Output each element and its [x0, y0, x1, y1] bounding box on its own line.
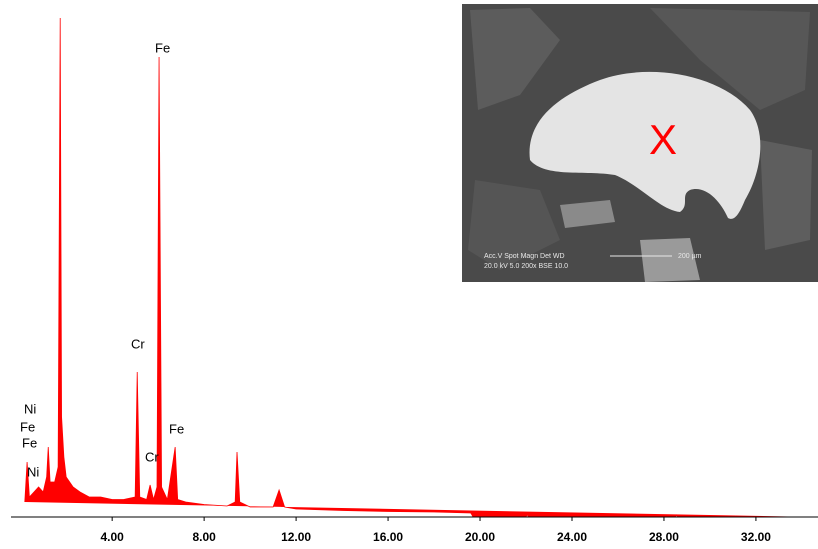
- grain: [560, 200, 615, 228]
- x-tick-label: 28.00: [649, 530, 679, 544]
- grain: [470, 8, 560, 110]
- peak-label: Ni: [27, 464, 39, 479]
- x-tick-label: 12.00: [281, 530, 311, 544]
- peak-label: Fe: [155, 40, 170, 55]
- grain: [650, 8, 810, 110]
- x-tick-label: 32.00: [741, 530, 771, 544]
- x-tick-label: 8.00: [192, 530, 216, 544]
- spectrum: [24, 17, 814, 518]
- peak-label: Cr: [131, 336, 145, 351]
- particle: [529, 71, 761, 219]
- info-text: Acc.V Spot Magn Det WD: [484, 253, 565, 260]
- grain: [640, 238, 700, 282]
- sem-image: X Acc.V Spot Magn Det WD 20.0 kV 5.0 200…: [462, 4, 818, 282]
- marker-label: X: [649, 116, 677, 163]
- grain: [760, 140, 812, 250]
- x-tick-label: 24.00: [557, 530, 587, 544]
- peak-label: Fe: [22, 435, 37, 450]
- x-tick-label: 16.00: [373, 530, 403, 544]
- x-tick-label: 4.00: [100, 530, 124, 544]
- peak-label: Fe: [20, 419, 35, 434]
- info-text: 20.0 kV 5.0 200x BSE 10.0: [484, 263, 568, 270]
- scale-text: 200 µm: [678, 253, 702, 260]
- peak-label: Ni: [24, 401, 36, 416]
- x-tick-label: 20.00: [465, 530, 495, 544]
- peak-label: Cr: [145, 449, 159, 464]
- peak-label: Fe: [169, 421, 184, 436]
- grain: [468, 180, 560, 270]
